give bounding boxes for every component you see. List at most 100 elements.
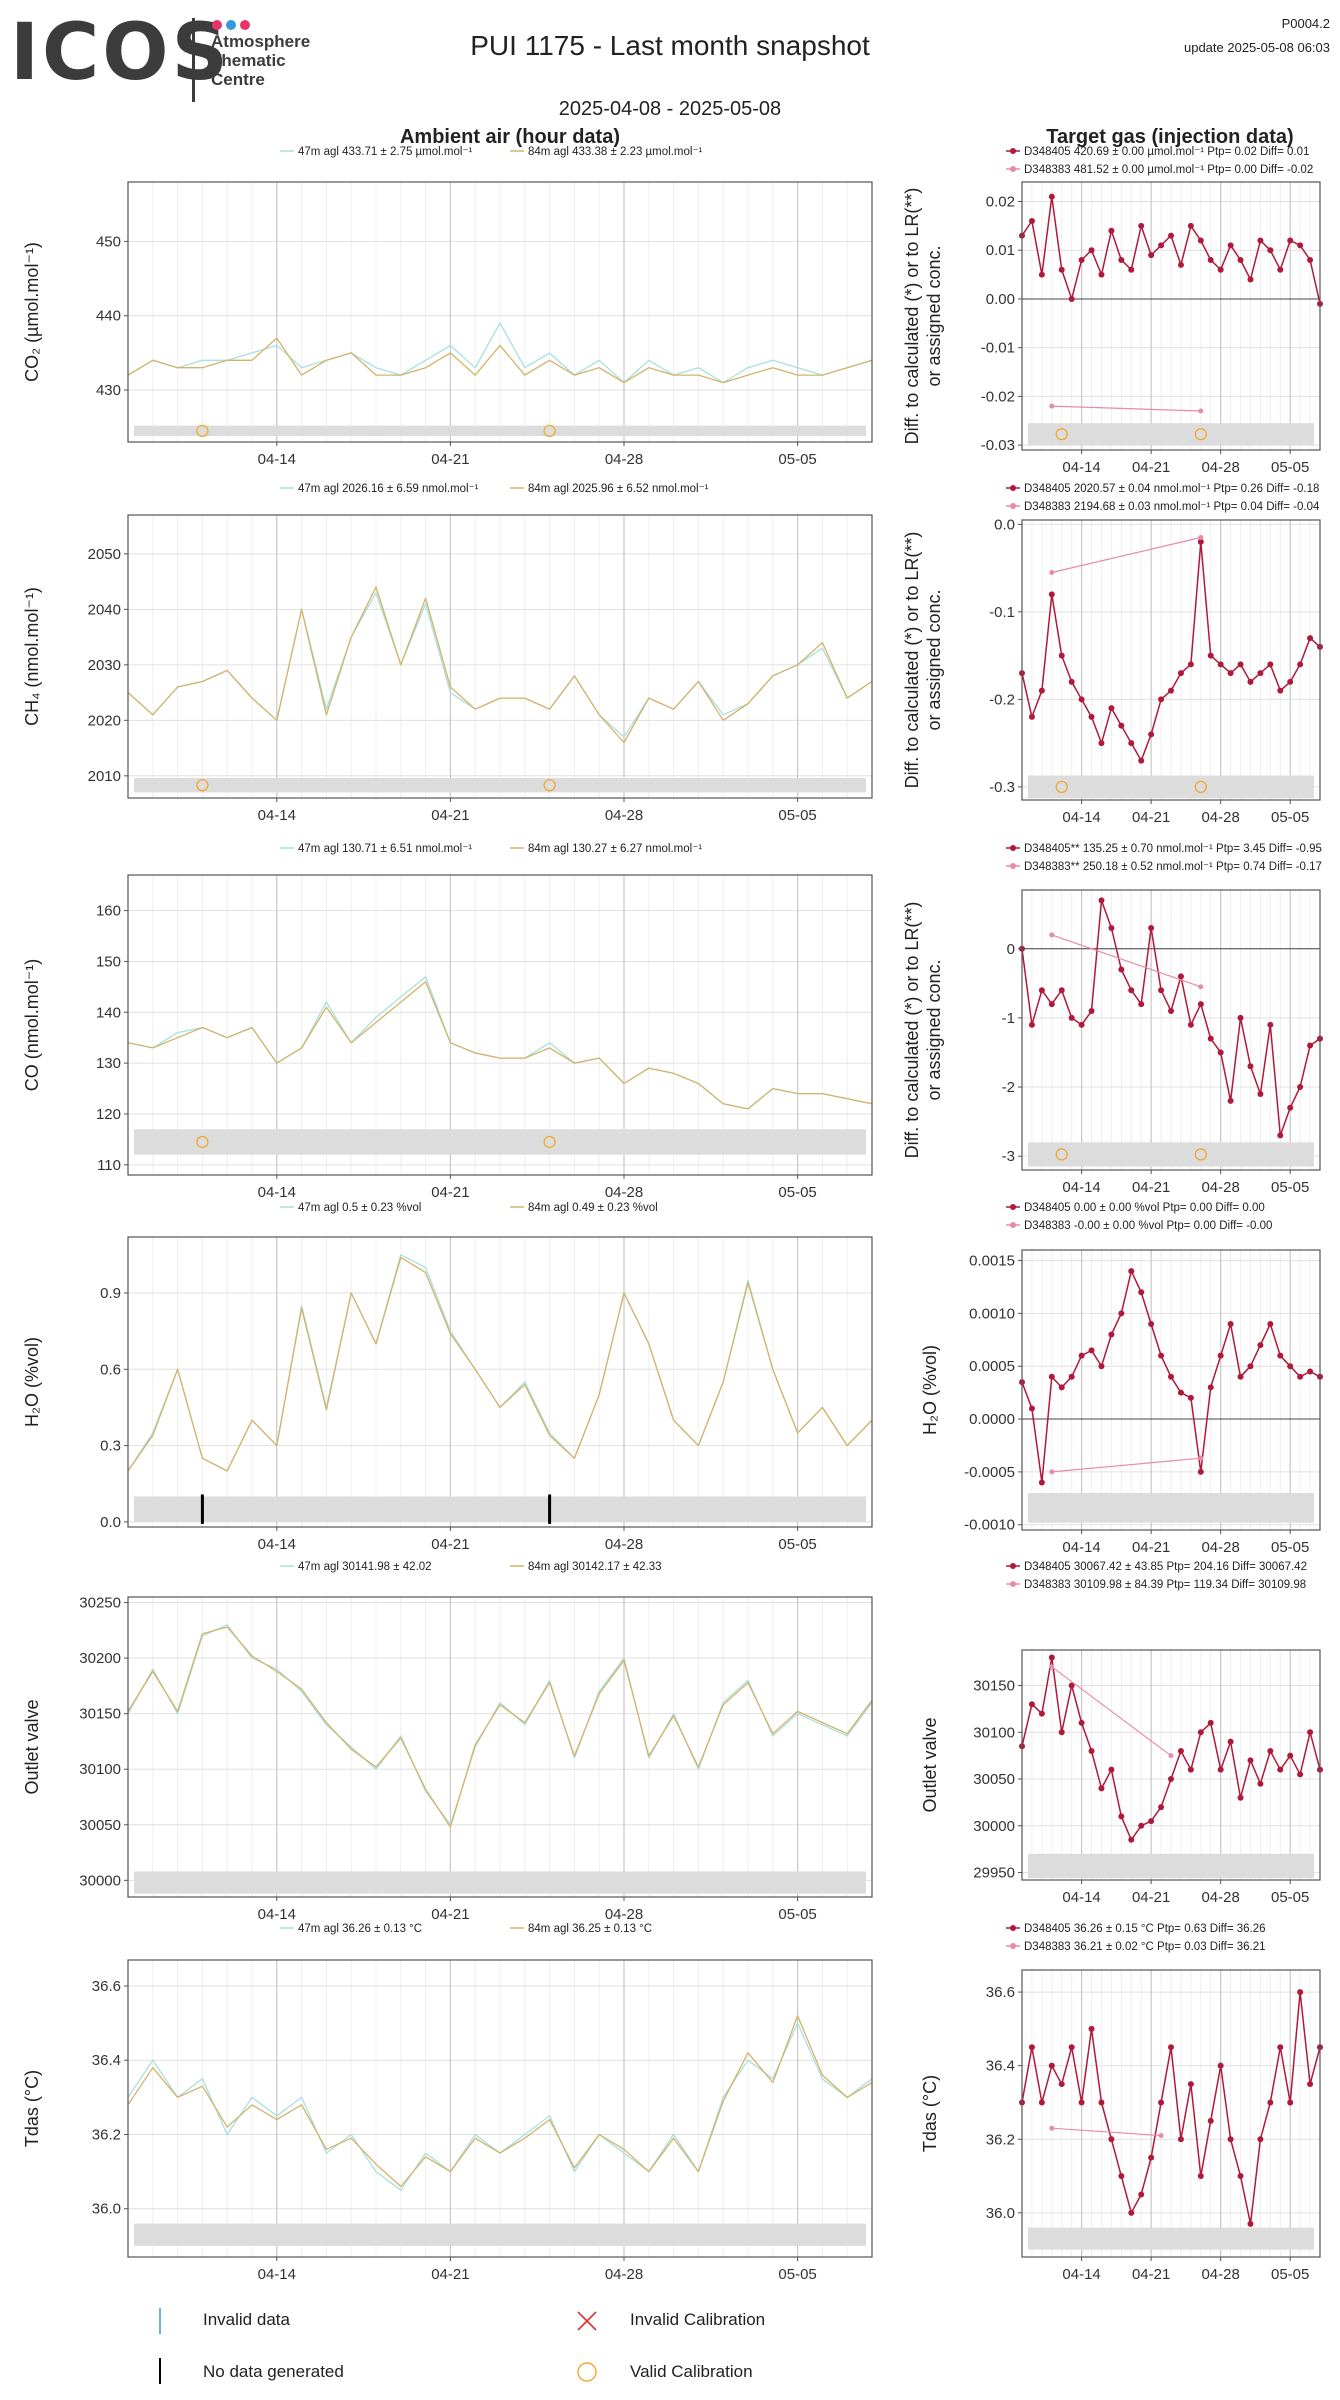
bottom-legend: Invalid data No data generated Invalid C…: [0, 2286, 1340, 2386]
y-tick-label: 0.02: [986, 193, 1015, 210]
data-point: [1207, 1035, 1214, 1042]
x-tick-label: 04-28: [1201, 1179, 1239, 1196]
data-point: [1168, 687, 1174, 694]
x-tick-label: 04-21: [431, 1536, 469, 1553]
target-chart-6: 36.0 36.2 36.4 36.6 04-14 04-21 04-28 05-05 Tdas…: [920, 1923, 1323, 2283]
data-point: [1038, 2099, 1045, 2106]
y-tick-label: 0.9: [100, 1285, 121, 1302]
data-point: [1247, 1363, 1254, 1370]
y-axis-label-line: H₂O (%vol): [22, 1337, 42, 1427]
valid-calibration-marker: [543, 779, 556, 792]
y-axis-label: Outlet valve: [22, 1699, 42, 1794]
data-point: [1158, 987, 1165, 994]
legend-entry: D348405 420.69 ± 0.00 µmol.mol⁻¹ Ptp= 0.…: [1024, 146, 1309, 158]
x-tick-label: 04-28: [605, 1184, 643, 1201]
status-band: [1028, 2227, 1314, 2250]
x-tick-label: 04-21: [431, 451, 469, 468]
y-axis-label-line: or assigned conc.: [924, 245, 944, 386]
y-tick-label: -0.0010: [964, 1517, 1015, 1534]
y-axis-label-line: CO (nmol.mol⁻¹): [22, 959, 42, 1092]
data-point: [1078, 1021, 1085, 1028]
y-tick-label: 0.0: [994, 516, 1015, 533]
data-point: [1207, 1384, 1214, 1391]
data-point: [1198, 1455, 1204, 1461]
y-tick-label: -0.0005: [964, 1464, 1015, 1481]
data-point: [1118, 256, 1125, 263]
data-point: [1078, 1352, 1085, 1359]
data-point: [1168, 232, 1174, 239]
invalid-calibration-symbol: [577, 2311, 597, 2331]
data-point: [1028, 2044, 1035, 2051]
data-point: [1237, 256, 1244, 263]
icos-logo-text: ICOS: [10, 8, 231, 98]
data-point: [1207, 256, 1214, 263]
data-point: [1177, 261, 1184, 268]
data-point: [1068, 1373, 1075, 1380]
y-tick-label: 30000: [79, 1872, 121, 1889]
data-point: [1307, 1368, 1314, 1375]
y-tick-label: -1: [1002, 1010, 1015, 1027]
x-tick-label: 05-05: [778, 1906, 816, 1923]
valid-calibration-label: Valid Calibration: [630, 2362, 753, 2381]
plot-frame: [1021, 889, 1321, 1171]
data-point: [1058, 1729, 1065, 1736]
x-tick-label: 04-28: [1201, 809, 1239, 826]
data-point: [1048, 193, 1055, 200]
valid-calibration-marker: [1194, 780, 1207, 794]
status-band: [134, 778, 866, 793]
ambient-chart-1: 430 440 450 04-14 04-21 04-28 05-05 CO₂ (µmol.m…: [22, 146, 873, 468]
x-tick-label: 04-14: [258, 1184, 296, 1201]
y-tick-label: 30200: [79, 1650, 121, 1667]
target-chart-5: 29950 30000 30050 30100 30150 04-14 04-21 04-28…: [920, 1561, 1323, 1906]
series-line: [127, 1256, 873, 1472]
y-tick-label: 30000: [973, 1818, 1015, 1835]
data-point: [1267, 1021, 1274, 1028]
data-point: [1237, 1794, 1244, 1801]
ambient-section-title: Ambient air (hour data): [399, 126, 620, 148]
data-point: [1148, 2154, 1155, 2161]
valid-calibration-marker: [196, 424, 209, 438]
data-point: [1247, 276, 1254, 283]
y-tick-label: 29950: [973, 1865, 1015, 1882]
data-point: [1148, 731, 1155, 738]
y-tick-label: 0.6: [100, 1361, 121, 1378]
data-point: [1049, 570, 1055, 575]
data-point: [1287, 1752, 1294, 1759]
y-tick-label: 30100: [79, 1761, 121, 1778]
data-point: [1217, 266, 1224, 273]
data-point: [1217, 661, 1224, 668]
y-tick-label: 0.0010: [969, 1305, 1015, 1322]
legend-entry: D348405 30067.42 ± 43.85 Ptp= 204.16 Dif…: [1024, 1561, 1307, 1573]
data-point: [1049, 932, 1055, 938]
legend-entry: D348405 36.26 ± 0.15 °C Ptp= 0.63 Diff= …: [1024, 1923, 1266, 1935]
data-point: [1307, 1729, 1314, 1736]
valid-calibration-marker: [196, 779, 209, 792]
data-point: [1068, 678, 1075, 685]
series-line: [127, 322, 873, 384]
plot-frame: [1021, 1249, 1321, 1531]
data-point: [1267, 2099, 1274, 2106]
y-tick-label: 0.0000: [969, 1411, 1015, 1428]
legend-entry: D348405 0.00 ± 0.00 %vol Ptp= 0.00 Diff=…: [1024, 1202, 1265, 1214]
data-point: [1158, 242, 1165, 249]
legend-entry: D348405** 135.25 ± 0.70 nmol.mol⁻¹ Ptp= …: [1024, 843, 1322, 855]
data-point: [1049, 403, 1055, 409]
data-point: [1227, 1097, 1234, 1104]
logo-subtitle-line: Atmosphere: [211, 32, 311, 51]
status-band: [1028, 423, 1314, 446]
update-timestamp: update 2025-05-08 06:03: [1183, 40, 1330, 55]
data-point: [1277, 2044, 1284, 2051]
data-point: [1108, 2136, 1115, 2143]
data-point: [1028, 713, 1035, 720]
data-point: [1187, 222, 1194, 229]
plot-frame: [1021, 181, 1321, 451]
series-line: [127, 1624, 873, 1826]
y-tick-label: 36.4: [92, 2052, 121, 2069]
data-point: [1088, 2025, 1095, 2032]
legend-entry: 84m agl 36.25 ± 0.13 °C: [528, 1923, 652, 1935]
legend-key-point: [1010, 503, 1016, 509]
series-line: [1051, 1457, 1201, 1473]
legend-entry: 47m agl 2026.16 ± 6.59 nmol.mol⁻¹: [298, 483, 479, 495]
legend-entry: 84m agl 0.49 ± 0.23 %vol: [528, 1202, 658, 1214]
